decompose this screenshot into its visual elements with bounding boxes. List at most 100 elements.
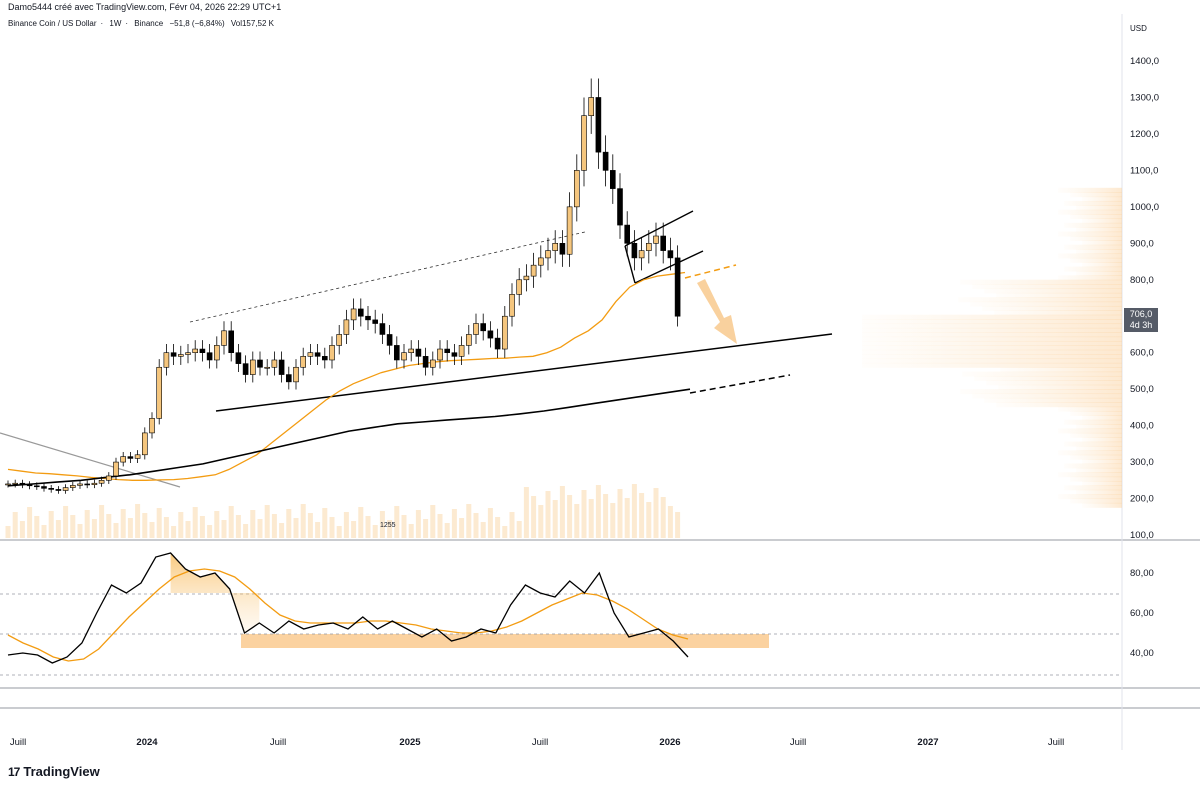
rsi-axis[interactable]: 40,00 60,00 80,00 [1130, 568, 1154, 659]
candle-body [84, 483, 90, 486]
candle-body [192, 348, 198, 353]
profile-bar [1082, 480, 1122, 486]
candle-body [653, 235, 659, 244]
candle-body [473, 323, 479, 335]
candle-body [638, 250, 645, 259]
candle-body [509, 294, 515, 317]
profile-bar [862, 358, 1122, 364]
candle-body [199, 348, 206, 353]
candle-body [458, 345, 465, 357]
candle-body [357, 308, 364, 317]
time-tick-label: 2024 [136, 737, 158, 748]
price-tick-label: 1200,0 [1130, 129, 1159, 140]
rsi-ma-line [7, 568, 689, 662]
candle-body [530, 264, 537, 277]
volume-bar [307, 513, 313, 538]
volume-bar [603, 494, 609, 538]
profile-bar [996, 292, 1122, 298]
profile-bar [962, 371, 1122, 377]
volume-bar [156, 508, 162, 538]
candle-body [401, 352, 407, 361]
time-tick-label: Juill [1048, 737, 1064, 748]
candle-body [156, 366, 162, 419]
profile-bar [862, 345, 1122, 351]
volume-bar [401, 515, 407, 538]
time-tick-label: Juill [790, 737, 806, 748]
volume-bar [559, 486, 565, 538]
profile-bar [1076, 227, 1122, 233]
candle-body [465, 334, 472, 346]
candle-body [19, 482, 26, 485]
volume-bar [34, 516, 40, 538]
candle-body [62, 487, 69, 491]
price-tick-label: 900,0 [1130, 238, 1154, 249]
candle-body [264, 366, 271, 369]
price-tick-label: 800,0 [1130, 275, 1154, 286]
volume-bar [523, 487, 529, 538]
legend-interval[interactable]: 1W [109, 19, 122, 28]
time-tick-label: Juill [10, 737, 26, 748]
candle-body [106, 475, 112, 481]
price-tick-label: 1000,0 [1130, 202, 1159, 213]
volume-bar [264, 505, 270, 538]
volume-bar [610, 503, 616, 538]
profile-bar [862, 332, 1122, 338]
last-price-countdown: 4d 3h [1129, 320, 1153, 330]
volume-bar [675, 512, 681, 538]
volume-bar [574, 504, 580, 538]
profile-bar [862, 319, 1122, 325]
profile-bar [1082, 196, 1122, 202]
volume-bar [99, 505, 105, 538]
profile-bar [1070, 498, 1122, 504]
profile-bar [1058, 209, 1122, 215]
volume-bar [660, 497, 666, 538]
candle-body [372, 319, 379, 324]
candle-body [300, 356, 307, 368]
volume-bar [502, 526, 508, 538]
volume-bar [127, 518, 133, 538]
volume-bar [588, 499, 594, 538]
volume-bar [106, 514, 112, 538]
price-tick-label: 100,0 [1130, 530, 1154, 541]
upper-dashed-trendline [189, 231, 586, 323]
volume-bar [667, 506, 673, 538]
volume-bar [286, 509, 292, 538]
candle-body [559, 243, 566, 255]
profile-bar [1064, 244, 1122, 250]
profile-bar [1064, 463, 1122, 469]
profile-bar [862, 314, 1122, 320]
down-arrow[interactable] [697, 279, 737, 344]
profile-bar [1076, 445, 1122, 451]
candle-body [293, 366, 299, 383]
legend-symbol[interactable]: Binance Coin / US Dollar [8, 19, 97, 28]
candle-body [142, 432, 148, 456]
volume-bar [257, 519, 263, 538]
profile-bar [974, 375, 1122, 381]
profile-bar [1070, 454, 1122, 460]
chart-legend: Binance Coin / US Dollar · 1W · Binance −5… [8, 19, 274, 28]
rsi-line [7, 552, 689, 664]
volume-bar [336, 526, 342, 538]
profile-bar [1064, 266, 1122, 272]
price-axis[interactable]: 100,0200,0300,0400,0500,0600,0700,0800,0… [1130, 56, 1159, 541]
volume-bar [293, 518, 299, 538]
profile-bar [1064, 419, 1122, 425]
profile-bar [862, 336, 1122, 342]
volume-bar [531, 496, 537, 538]
time-axis[interactable]: Juill 2024 Juill 2025 Juill 2026 Juill 2027 Juil… [10, 737, 1064, 748]
candle-body [588, 97, 595, 116]
trend-lines[interactable] [0, 210, 833, 488]
candle-body [379, 323, 386, 335]
channel-upper-line [624, 210, 694, 247]
candle-body [350, 308, 357, 321]
volume-bar [595, 485, 601, 538]
rsi-support-zone[interactable] [241, 634, 769, 648]
profile-bar [862, 354, 1122, 360]
volume-bar [243, 524, 249, 538]
candle-body [429, 359, 436, 368]
volume-bar [192, 507, 198, 538]
tradingview-brand[interactable]: 17 TradingView [8, 764, 100, 779]
profile-bar [984, 288, 1122, 294]
volume-bar [379, 511, 385, 538]
